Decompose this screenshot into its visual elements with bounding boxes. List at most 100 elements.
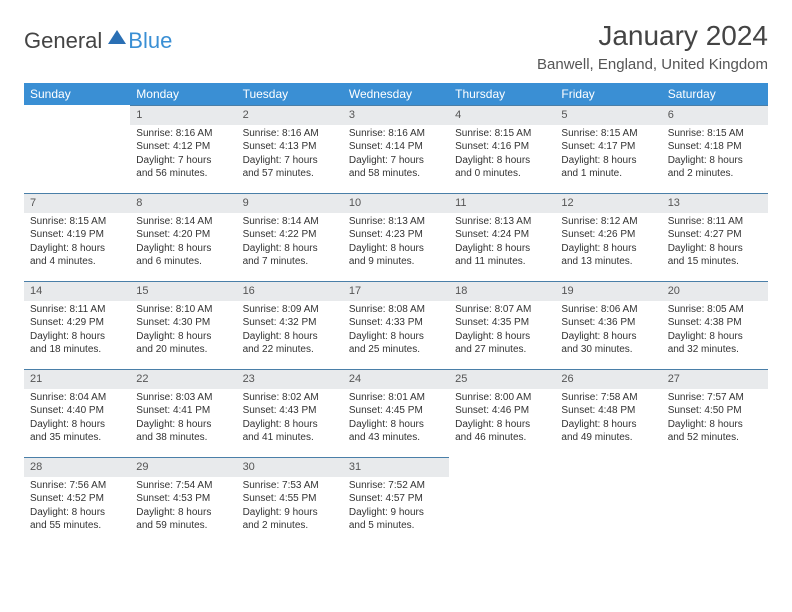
sunset-text: Sunset: 4:53 PM	[136, 492, 230, 506]
daylight-text: and 15 minutes.	[668, 255, 762, 269]
day-details: Sunrise: 7:52 AMSunset: 4:57 PMDaylight:…	[343, 477, 449, 537]
calendar-table: Sunday Monday Tuesday Wednesday Thursday…	[24, 83, 768, 545]
calendar-day-cell: 5Sunrise: 8:15 AMSunset: 4:17 PMDaylight…	[555, 105, 661, 193]
day-details: Sunrise: 7:58 AMSunset: 4:48 PMDaylight:…	[555, 389, 661, 449]
day-number: 11	[449, 193, 555, 213]
calendar-day-cell	[555, 457, 661, 545]
sunrise-text: Sunrise: 8:00 AM	[455, 391, 549, 405]
daylight-text: and 41 minutes.	[243, 431, 337, 445]
daylight-text: Daylight: 8 hours	[668, 418, 762, 432]
day-number: 14	[24, 281, 130, 301]
day-number: 1	[130, 105, 236, 125]
calendar-day-cell: 18Sunrise: 8:07 AMSunset: 4:35 PMDayligh…	[449, 281, 555, 369]
weekday-header: Friday	[555, 83, 661, 105]
weekday-header: Sunday	[24, 83, 130, 105]
day-number: 25	[449, 369, 555, 389]
sunrise-text: Sunrise: 7:58 AM	[561, 391, 655, 405]
day-number: 17	[343, 281, 449, 301]
calendar-body: 1Sunrise: 8:16 AMSunset: 4:12 PMDaylight…	[24, 105, 768, 545]
daylight-text: Daylight: 9 hours	[349, 506, 443, 520]
calendar-day-cell: 28Sunrise: 7:56 AMSunset: 4:52 PMDayligh…	[24, 457, 130, 545]
daylight-text: Daylight: 8 hours	[136, 418, 230, 432]
calendar-day-cell: 10Sunrise: 8:13 AMSunset: 4:23 PMDayligh…	[343, 193, 449, 281]
logo-text-2: Blue	[128, 28, 172, 54]
day-details: Sunrise: 8:14 AMSunset: 4:20 PMDaylight:…	[130, 213, 236, 273]
sunrise-text: Sunrise: 8:04 AM	[30, 391, 124, 405]
daylight-text: Daylight: 7 hours	[243, 154, 337, 168]
day-details: Sunrise: 8:12 AMSunset: 4:26 PMDaylight:…	[555, 213, 661, 273]
day-details: Sunrise: 7:57 AMSunset: 4:50 PMDaylight:…	[662, 389, 768, 449]
daylight-text: and 9 minutes.	[349, 255, 443, 269]
sunrise-text: Sunrise: 7:54 AM	[136, 479, 230, 493]
daylight-text: Daylight: 8 hours	[349, 330, 443, 344]
daylight-text: and 38 minutes.	[136, 431, 230, 445]
day-details: Sunrise: 8:06 AMSunset: 4:36 PMDaylight:…	[555, 301, 661, 361]
sunset-text: Sunset: 4:52 PM	[30, 492, 124, 506]
day-number: 27	[662, 369, 768, 389]
sunset-text: Sunset: 4:14 PM	[349, 140, 443, 154]
logo-text-1: General	[24, 28, 102, 54]
sunset-text: Sunset: 4:12 PM	[136, 140, 230, 154]
sunrise-text: Sunrise: 8:15 AM	[561, 127, 655, 141]
daylight-text: Daylight: 7 hours	[136, 154, 230, 168]
calendar-day-cell: 2Sunrise: 8:16 AMSunset: 4:13 PMDaylight…	[237, 105, 343, 193]
sunset-text: Sunset: 4:38 PM	[668, 316, 762, 330]
sunset-text: Sunset: 4:41 PM	[136, 404, 230, 418]
calendar-day-cell: 9Sunrise: 8:14 AMSunset: 4:22 PMDaylight…	[237, 193, 343, 281]
day-number: 3	[343, 105, 449, 125]
day-number: 2	[237, 105, 343, 125]
sunrise-text: Sunrise: 8:05 AM	[668, 303, 762, 317]
daylight-text: Daylight: 8 hours	[668, 330, 762, 344]
sunrise-text: Sunrise: 7:57 AM	[668, 391, 762, 405]
daylight-text: Daylight: 8 hours	[561, 418, 655, 432]
calendar-day-cell: 15Sunrise: 8:10 AMSunset: 4:30 PMDayligh…	[130, 281, 236, 369]
calendar-week-row: 21Sunrise: 8:04 AMSunset: 4:40 PMDayligh…	[24, 369, 768, 457]
sunset-text: Sunset: 4:45 PM	[349, 404, 443, 418]
daylight-text: and 11 minutes.	[455, 255, 549, 269]
day-number: 24	[343, 369, 449, 389]
calendar-day-cell: 16Sunrise: 8:09 AMSunset: 4:32 PMDayligh…	[237, 281, 343, 369]
weekday-header: Monday	[130, 83, 236, 105]
sunset-text: Sunset: 4:24 PM	[455, 228, 549, 242]
sunrise-text: Sunrise: 8:15 AM	[668, 127, 762, 141]
sunrise-text: Sunrise: 8:01 AM	[349, 391, 443, 405]
day-number: 6	[662, 105, 768, 125]
sunrise-text: Sunrise: 8:02 AM	[243, 391, 337, 405]
sunrise-text: Sunrise: 8:03 AM	[136, 391, 230, 405]
daylight-text: Daylight: 8 hours	[455, 330, 549, 344]
calendar-week-row: 28Sunrise: 7:56 AMSunset: 4:52 PMDayligh…	[24, 457, 768, 545]
title-block: January 2024 Banwell, England, United Ki…	[537, 20, 768, 73]
calendar-day-cell: 4Sunrise: 8:15 AMSunset: 4:16 PMDaylight…	[449, 105, 555, 193]
daylight-text: and 55 minutes.	[30, 519, 124, 533]
daylight-text: and 57 minutes.	[243, 167, 337, 181]
daylight-text: and 2 minutes.	[243, 519, 337, 533]
daylight-text: and 22 minutes.	[243, 343, 337, 357]
calendar-day-cell: 27Sunrise: 7:57 AMSunset: 4:50 PMDayligh…	[662, 369, 768, 457]
daylight-text: Daylight: 8 hours	[668, 154, 762, 168]
sunrise-text: Sunrise: 8:07 AM	[455, 303, 549, 317]
calendar-day-cell: 19Sunrise: 8:06 AMSunset: 4:36 PMDayligh…	[555, 281, 661, 369]
sunrise-text: Sunrise: 8:15 AM	[30, 215, 124, 229]
calendar-day-cell: 3Sunrise: 8:16 AMSunset: 4:14 PMDaylight…	[343, 105, 449, 193]
day-details: Sunrise: 8:13 AMSunset: 4:24 PMDaylight:…	[449, 213, 555, 273]
calendar-day-cell: 31Sunrise: 7:52 AMSunset: 4:57 PMDayligh…	[343, 457, 449, 545]
sunset-text: Sunset: 4:13 PM	[243, 140, 337, 154]
day-number: 8	[130, 193, 236, 213]
day-details: Sunrise: 8:13 AMSunset: 4:23 PMDaylight:…	[343, 213, 449, 273]
sunset-text: Sunset: 4:29 PM	[30, 316, 124, 330]
day-number: 13	[662, 193, 768, 213]
location-subtitle: Banwell, England, United Kingdom	[537, 56, 768, 73]
day-details: Sunrise: 8:01 AMSunset: 4:45 PMDaylight:…	[343, 389, 449, 449]
sunset-text: Sunset: 4:32 PM	[243, 316, 337, 330]
day-details: Sunrise: 8:00 AMSunset: 4:46 PMDaylight:…	[449, 389, 555, 449]
day-number: 4	[449, 105, 555, 125]
sunrise-text: Sunrise: 8:14 AM	[136, 215, 230, 229]
sunrise-text: Sunrise: 8:12 AM	[561, 215, 655, 229]
daylight-text: Daylight: 8 hours	[561, 154, 655, 168]
day-details: Sunrise: 8:10 AMSunset: 4:30 PMDaylight:…	[130, 301, 236, 361]
page-header: General Blue January 2024 Banwell, Engla…	[24, 20, 768, 73]
calendar-day-cell: 11Sunrise: 8:13 AMSunset: 4:24 PMDayligh…	[449, 193, 555, 281]
calendar-day-cell: 7Sunrise: 8:15 AMSunset: 4:19 PMDaylight…	[24, 193, 130, 281]
logo-triangle-icon	[108, 24, 126, 50]
daylight-text: Daylight: 8 hours	[30, 330, 124, 344]
